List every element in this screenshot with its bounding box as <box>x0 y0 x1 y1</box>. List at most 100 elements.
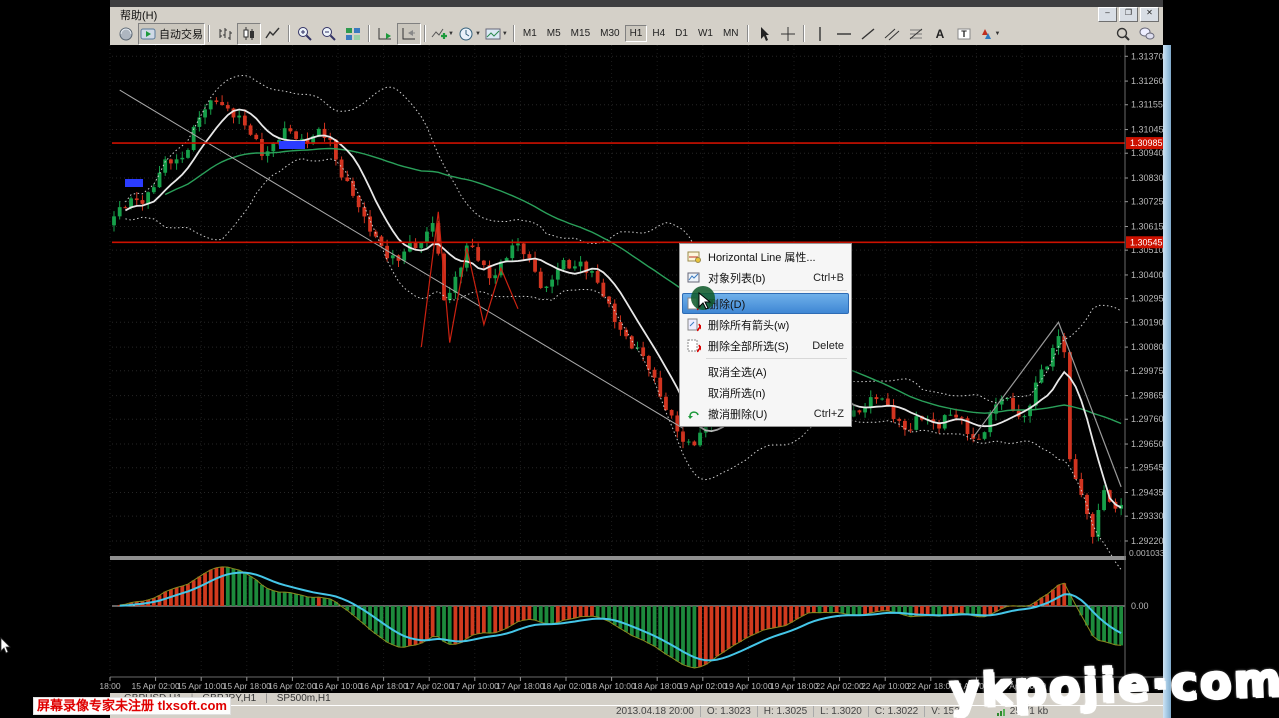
connection-bars-icon <box>996 708 1005 716</box>
new-chart-icon <box>118 26 134 42</box>
menu-item-label: Horizontal Line 属性... <box>708 251 816 264</box>
autotrading-button[interactable]: 自动交易 <box>138 22 205 45</box>
timeframe-M5[interactable]: M5 <box>546 28 561 39</box>
minimize-button[interactable]: – <box>1098 7 1117 22</box>
menu-separator <box>706 290 847 291</box>
timeframe-D1[interactable]: D1 <box>675 28 688 39</box>
timeframe-H4[interactable]: H4 <box>652 28 666 39</box>
cursor-icon <box>756 26 772 42</box>
connection-status: 254/1 kb <box>996 706 1049 717</box>
status-field: O: 1.3023 <box>701 706 758 717</box>
search-button[interactable] <box>1111 23 1135 45</box>
fibonacci-button[interactable] <box>904 23 928 45</box>
timeframe-H1[interactable]: H1 <box>624 25 648 42</box>
menu-item-label: 撤消删除(U) <box>708 408 768 421</box>
channel-icon <box>884 26 900 42</box>
periods-button[interactable]: ▼ <box>456 23 483 45</box>
connection-speed: 254/1 kb <box>1009 706 1049 717</box>
timeframe-MN[interactable]: MN <box>722 28 739 39</box>
indicators-button[interactable]: ▼ <box>429 23 456 45</box>
menu-item-label: 取消全选(A) <box>708 366 767 379</box>
mt4-window: 帮助(H) – ❐ ✕ 自动交易 ▼ ▼ ▼ M1 M5 M15 M30 H1 H4 D1 W1 MN A… <box>110 0 1163 718</box>
line-chart-button[interactable] <box>261 23 285 45</box>
chart-area[interactable] <box>110 47 1163 691</box>
menu-item-shortcut: Ctrl+Z <box>813 407 844 420</box>
fibonacci-icon <box>908 26 924 42</box>
menu-help[interactable]: 帮助(H) <box>120 9 158 22</box>
vertical-line-button[interactable] <box>808 23 832 45</box>
menu-item-label: 对象列表(b) <box>708 272 766 285</box>
undo-icon <box>687 407 701 421</box>
trendline-icon <box>860 26 876 42</box>
secondary-cursor <box>0 637 14 660</box>
object-list-icon <box>687 271 701 285</box>
status-fields: 2013.04.18 20:00 O: 1.3023 H: 1.3025 L: 1.3… <box>610 706 967 717</box>
menu-item[interactable]: 对象列表(b) Ctrl+B <box>682 267 849 288</box>
timeframe-M30[interactable]: M30 <box>600 28 620 39</box>
templates-button[interactable]: ▼ <box>483 23 510 45</box>
text-icon: A <box>932 26 948 42</box>
chart-tab[interactable]: SP500m,H1 <box>276 693 331 704</box>
chevron-down-icon[interactable]: ▼ <box>474 30 481 37</box>
chevron-down-icon[interactable]: ▼ <box>994 30 1001 37</box>
templates-icon <box>485 26 501 42</box>
trendline-button[interactable] <box>856 23 880 45</box>
chart-shift-icon <box>401 26 417 42</box>
menu-item[interactable]: 取消全选(A) <box>682 361 849 382</box>
toolbar-separator <box>288 25 290 42</box>
window-controls: – ❐ ✕ <box>1098 7 1159 22</box>
bar-chart-button[interactable] <box>213 23 237 45</box>
search-icon <box>1115 26 1131 42</box>
toolbar-separator <box>512 25 515 42</box>
menu-separator <box>706 358 847 359</box>
shapes-button[interactable]: ▼ <box>976 23 1003 45</box>
cursor-button[interactable] <box>752 23 776 45</box>
autotrading-label: 自动交易 <box>159 28 203 41</box>
auto-scroll-icon <box>377 26 393 42</box>
indicators-icon <box>431 26 447 42</box>
close-button[interactable]: ✕ <box>1140 7 1159 22</box>
chevron-down-icon[interactable]: ▼ <box>448 30 454 37</box>
toolbar-separator <box>368 25 370 42</box>
horizontal-line-button[interactable] <box>832 23 856 45</box>
zoom-out-button[interactable] <box>317 23 341 45</box>
status-field: C: 1.3022 <box>869 706 926 717</box>
status-field: H: 1.3025 <box>758 706 815 717</box>
status-field: V: 153 <box>925 706 967 717</box>
chevron-down-icon[interactable]: ▼ <box>501 30 508 37</box>
text-label-button[interactable]: T <box>952 23 976 45</box>
tile-windows-button[interactable] <box>341 23 365 45</box>
auto-scroll-button[interactable] <box>373 23 397 45</box>
chart-shift-button[interactable] <box>397 22 421 45</box>
vertical-line-icon <box>812 26 828 42</box>
crosshair-icon <box>780 26 796 42</box>
autotrading-icon <box>140 26 156 42</box>
toolbar-separator <box>424 25 426 42</box>
menu-item[interactable]: 撤消删除(U) Ctrl+Z <box>682 403 849 424</box>
delete-selected-icon: ✗ <box>687 339 701 353</box>
shapes-icon <box>978 26 994 42</box>
horizontal-line-icon <box>836 26 852 42</box>
new-chart-button[interactable] <box>114 23 138 45</box>
delete-arrows-icon: ✗ <box>687 318 701 332</box>
menu-item[interactable]: Horizontal Line 属性... <box>682 246 849 267</box>
zoom-in-button[interactable] <box>293 23 317 45</box>
menu-item[interactable]: ✗ 删除所有箭头(w) <box>682 314 849 335</box>
text-button[interactable]: A <box>928 23 952 45</box>
status-field: 2013.04.18 20:00 <box>610 706 701 717</box>
timeframe-M15[interactable]: M15 <box>570 28 591 39</box>
candle-chart-button[interactable] <box>237 22 261 45</box>
channel-button[interactable] <box>880 23 904 45</box>
toolbar-separator <box>746 25 749 42</box>
svg-text:✗: ✗ <box>696 344 701 353</box>
tile-windows-icon <box>345 26 361 42</box>
chat-button[interactable] <box>1135 23 1159 45</box>
restore-button[interactable]: ❐ <box>1119 7 1138 22</box>
crosshair-button[interactable] <box>776 23 800 45</box>
menu-item[interactable]: ✗ 删除全部所选(S) Delete <box>682 335 849 356</box>
window-title-sliver <box>110 0 1163 7</box>
menu-item[interactable]: 取消所选(n) <box>682 382 849 403</box>
timeframe-M1[interactable]: M1 <box>522 28 537 39</box>
line-properties-icon <box>687 250 701 264</box>
timeframe-W1[interactable]: W1 <box>697 28 713 39</box>
